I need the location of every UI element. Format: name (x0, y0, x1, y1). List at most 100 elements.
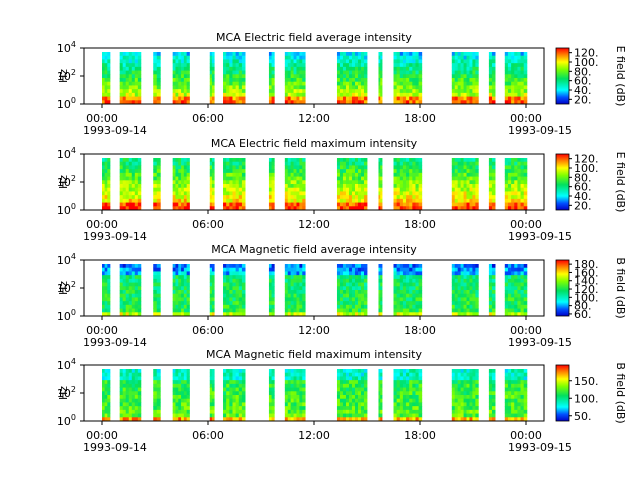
spectrogram-cell (342, 267, 347, 272)
spectrogram-cell (523, 387, 528, 392)
colorbar-tick-label: 60. (574, 181, 592, 194)
spectrogram-cell (402, 169, 407, 174)
spectrogram-cell (454, 369, 459, 374)
spectrogram-cell (399, 297, 404, 302)
spectrogram-cell (460, 376, 464, 381)
spectrogram-cell (293, 161, 297, 166)
spectrogram-cell (415, 278, 420, 283)
spectrogram-cell (457, 92, 462, 97)
spectrogram-cell (119, 383, 124, 388)
spectrogram-cell (209, 301, 213, 306)
spectrogram-cell (137, 85, 142, 90)
spectrogram-cell (475, 301, 479, 306)
spectrogram-cell (418, 202, 423, 207)
spectrogram-cell (209, 391, 213, 396)
spectrogram-cell (209, 52, 213, 57)
spectrogram-cell (514, 59, 518, 64)
spectrogram-cell (517, 176, 521, 181)
spectrogram-cell (517, 395, 521, 400)
spectrogram-cell (354, 369, 359, 374)
spectrogram-cell (345, 202, 350, 207)
spectrogram-cell (491, 202, 496, 207)
spectrogram-cell (284, 100, 289, 105)
spectrogram-cell (137, 70, 142, 75)
spectrogram-cell (183, 169, 188, 174)
spectrogram-cell (342, 402, 347, 407)
spectrogram-cell (302, 395, 306, 400)
spectrogram-cell (345, 391, 350, 396)
spectrogram-cell (271, 85, 275, 90)
spectrogram-cell (134, 301, 139, 306)
spectrogram-cell (211, 372, 215, 377)
spectrogram-cell (488, 293, 493, 298)
spectrogram-cell (299, 195, 303, 200)
spectrogram-cell (409, 271, 413, 276)
spectrogram-cell (153, 206, 158, 211)
spectrogram-cell (357, 290, 362, 295)
spectrogram-cell (299, 290, 303, 295)
spectrogram-cell (507, 402, 512, 407)
spectrogram-cell (137, 81, 142, 86)
spectrogram-cell (271, 78, 275, 83)
spectrogram-cell (107, 184, 111, 189)
spectrogram-cell (339, 409, 344, 414)
spectrogram-cell (290, 96, 294, 101)
spectrogram-cell (209, 402, 213, 407)
spectrogram-cell (475, 282, 479, 287)
spectrogram-cell (357, 184, 362, 189)
spectrogram-cell (463, 202, 467, 207)
spectrogram-cell (125, 59, 130, 64)
spectrogram-cell (235, 398, 240, 403)
spectrogram-cell (345, 406, 350, 411)
spectrogram-cell (104, 308, 108, 313)
spectrogram-cell (511, 191, 515, 196)
spectrogram-cell (104, 206, 108, 211)
spectrogram-cell (348, 398, 353, 403)
spectrogram-cell (415, 52, 420, 57)
spectrogram-cell (418, 165, 423, 170)
spectrogram-cell (523, 74, 528, 79)
spectrogram-cell (520, 372, 525, 377)
spectrogram-cell (183, 191, 188, 196)
spectrogram-cell (241, 180, 246, 185)
spectrogram-cell (491, 187, 496, 192)
spectrogram-cell (211, 180, 215, 185)
spectrogram-cell (134, 85, 139, 90)
spectrogram-cell (364, 55, 368, 60)
spectrogram-cell (339, 195, 344, 200)
spectrogram-cell (463, 187, 467, 192)
spectrogram-cell (186, 413, 190, 418)
spectrogram-cell (460, 85, 464, 90)
spectrogram-cell (137, 165, 142, 170)
spectrogram-cell (511, 100, 515, 105)
spectrogram-cell (402, 52, 407, 57)
spectrogram-cell (235, 184, 240, 189)
spectrogram-cell (183, 195, 188, 200)
spectrogram-cell (134, 290, 139, 295)
spectrogram-cell (211, 169, 215, 174)
spectrogram-cell (415, 417, 420, 422)
spectrogram-cell (284, 89, 289, 94)
spectrogram-cell (137, 383, 142, 388)
spectrogram-cell (460, 372, 464, 377)
spectrogram-cell (364, 172, 368, 177)
spectrogram-cell (491, 417, 496, 422)
spectrogram-cell (523, 304, 528, 309)
spectrogram-cell (296, 278, 300, 283)
spectrogram-cell (357, 52, 362, 57)
spectrogram-cell (125, 191, 130, 196)
spectrogram-cell (107, 66, 111, 71)
spectrogram-cell (351, 387, 356, 392)
spectrogram-cell (122, 376, 127, 381)
colorbar-tick-label: 120. (574, 283, 599, 296)
spectrogram-cell (175, 81, 179, 86)
spectrogram-cell (469, 304, 473, 309)
spectrogram-cell (211, 271, 215, 276)
spectrogram-cell (209, 78, 213, 83)
spectrogram-cell (119, 191, 124, 196)
spectrogram-cell (460, 267, 464, 272)
spectrogram-cell (360, 391, 365, 396)
spectrogram-cell (125, 100, 130, 105)
spectrogram-cell (520, 158, 525, 163)
spectrogram-cell (232, 100, 237, 105)
